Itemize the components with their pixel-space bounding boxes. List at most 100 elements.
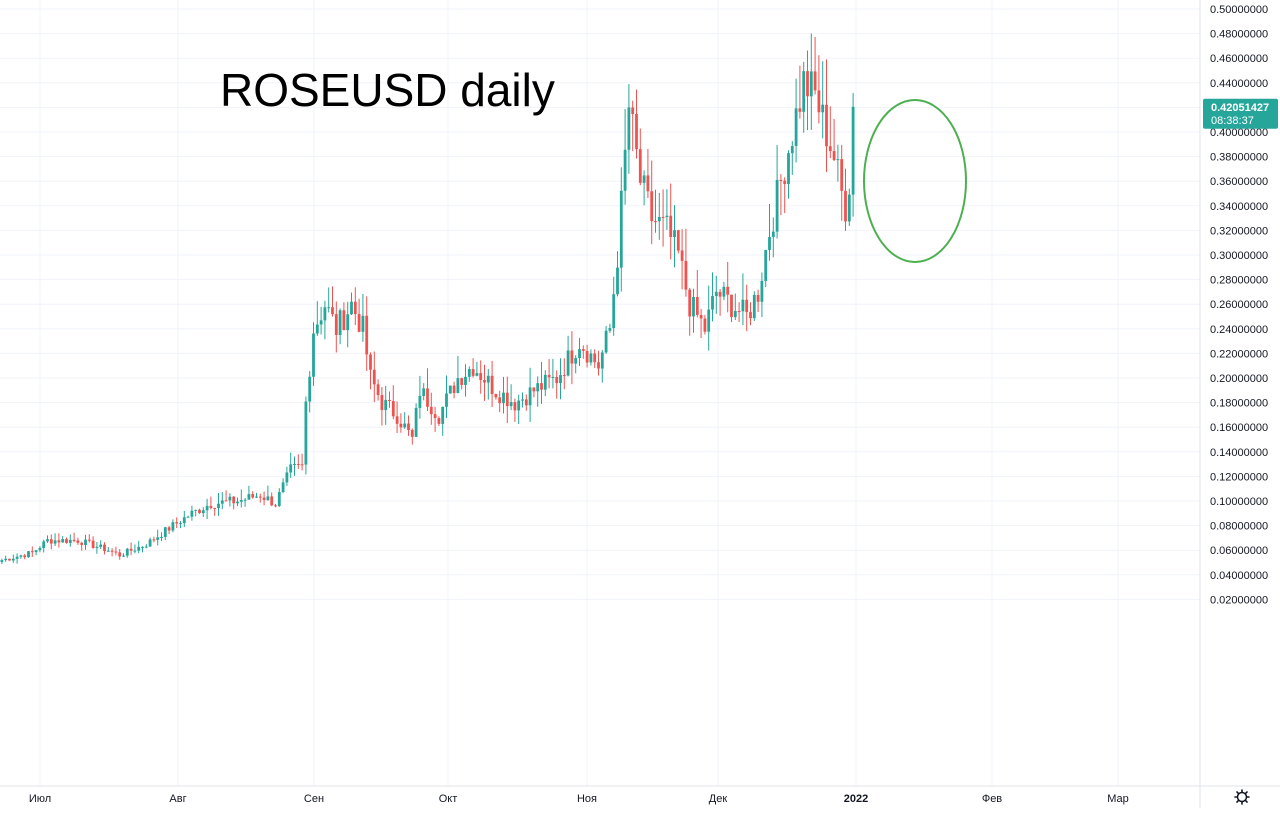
candle-body (756, 294, 760, 302)
candle-body (407, 423, 410, 430)
candle-body (619, 190, 623, 268)
candle-body (771, 231, 775, 237)
candle-body (631, 107, 635, 115)
candle-body (832, 151, 836, 161)
candle-body (251, 494, 255, 498)
time-tick-label: Мар (1107, 793, 1129, 805)
candle-body (798, 108, 802, 112)
time-tick-label: Фев (982, 793, 1002, 805)
candle-body (144, 546, 148, 548)
settings-gear-icon[interactable] (1234, 789, 1250, 805)
candle-body (684, 260, 688, 290)
candle-body (361, 315, 365, 332)
candle-body (749, 312, 752, 319)
candle-body (72, 539, 76, 541)
candle-body (657, 216, 661, 222)
price-tick-label: 0.06000000 (1210, 545, 1268, 557)
candle-body (726, 286, 730, 295)
price-tick-label: 0.16000000 (1210, 422, 1268, 434)
candle-body (365, 315, 369, 355)
candle-body (680, 250, 684, 261)
time-axis[interactable]: Июл Авг Сен Окт Ноя Дек 2022 Фев Мар (0, 785, 1280, 805)
candle-body (410, 429, 414, 437)
candle-body (281, 482, 285, 493)
candle-body (76, 540, 80, 543)
candle-body (163, 527, 167, 537)
candle-body (296, 463, 300, 465)
candle-body (570, 350, 574, 364)
candle-body (293, 463, 296, 465)
candle-body (437, 418, 441, 424)
last-price-value: 0.42051427 (1211, 102, 1269, 114)
candle-body (274, 505, 277, 507)
candle-body (422, 388, 426, 396)
candle-body (585, 350, 589, 363)
chart-title: ROSEUSD daily (220, 64, 555, 116)
candle-body (357, 314, 361, 332)
candle-body (171, 522, 175, 531)
candle-body (509, 402, 513, 407)
candle-body (464, 376, 467, 385)
candle-body (604, 330, 608, 353)
candle-body (209, 505, 213, 508)
candle-body (42, 541, 46, 549)
candle-layer (0, 33, 855, 565)
candle-body (65, 539, 68, 543)
candle-body (418, 395, 422, 408)
candle-body (125, 548, 129, 556)
candle-body (817, 90, 821, 113)
candle-body (559, 375, 562, 384)
candle-body (228, 496, 232, 501)
candle-body (505, 392, 509, 407)
candle-body (566, 350, 570, 376)
time-tick-label: Ноя (577, 793, 597, 805)
candle-body (327, 307, 331, 309)
candle-body (745, 299, 749, 313)
price-tick-label: 0.30000000 (1210, 250, 1268, 262)
candle-body (642, 175, 646, 183)
candle-body (665, 215, 669, 218)
candle-body (452, 385, 456, 393)
candle-body (4, 558, 8, 561)
candle-body (460, 378, 464, 385)
candle-body (118, 552, 122, 557)
candle-body (220, 500, 224, 504)
candle-body (638, 149, 642, 183)
candle-body (676, 230, 680, 251)
candle-body (68, 539, 72, 543)
candle-body (703, 318, 707, 332)
candle-body (137, 546, 141, 551)
candle-body (232, 496, 236, 504)
candle-body (688, 289, 692, 317)
candle-body (255, 496, 258, 498)
candle-body (517, 400, 521, 411)
candle-body (483, 379, 486, 383)
candle-body (695, 297, 699, 315)
candle-body (350, 301, 353, 315)
candle-body (133, 550, 137, 552)
candle-body (555, 376, 559, 384)
candle-body (821, 104, 825, 113)
candle-body (15, 556, 19, 559)
candle-body (578, 349, 581, 359)
candle-body (471, 369, 475, 376)
time-tick-label: 2022 (844, 793, 868, 805)
candle-body (106, 550, 110, 552)
candle-body (372, 369, 376, 385)
candle-body (300, 464, 304, 466)
candle-body (323, 307, 327, 321)
candle-body (289, 464, 293, 473)
candle-body (836, 159, 840, 161)
candle-body (490, 375, 494, 394)
candle-body (353, 301, 357, 315)
price-tick-label: 0.50000000 (1210, 4, 1268, 16)
candle-body (334, 314, 338, 335)
candle-body (247, 494, 251, 500)
candle-body (315, 324, 319, 334)
price-tick-label: 0.44000000 (1210, 78, 1268, 90)
candle-body (475, 373, 479, 376)
price-tick-label: 0.08000000 (1210, 521, 1268, 533)
candle-body (243, 499, 247, 501)
candle-body (502, 392, 505, 404)
